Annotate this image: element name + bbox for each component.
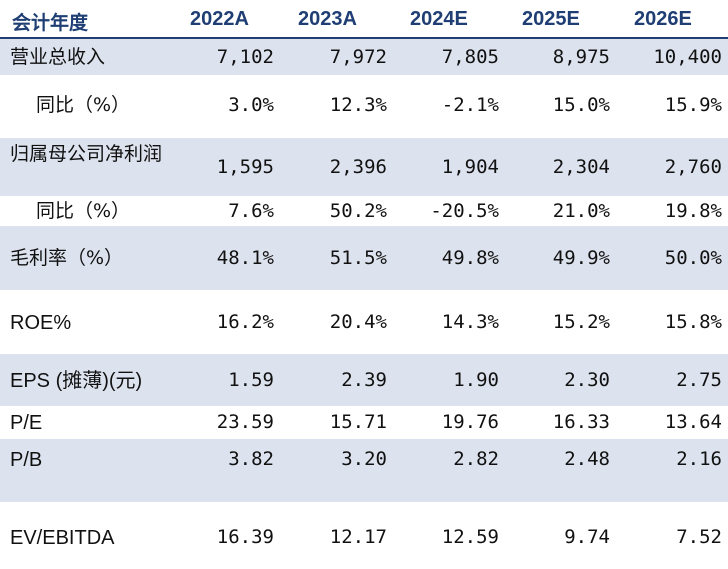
cell-2023a: 2,396 — [329, 156, 387, 178]
cell-2024e: -2.1% — [441, 94, 499, 116]
table-row-pe: P/E 23.59 15.71 19.76 16.33 13.64 — [0, 406, 728, 439]
cell-2026e: 2,760 — [664, 156, 722, 178]
cell-2023a: 51.5% — [329, 247, 387, 269]
cell-2024e: 2.82 — [453, 448, 499, 470]
cell-2023a: 20.4% — [329, 311, 387, 333]
cell-2026e: 15.9% — [664, 94, 722, 116]
row-label: 同比（%） — [36, 94, 131, 116]
cell-2022a: 1.59 — [228, 369, 274, 391]
cell-2025e: 15.2% — [552, 311, 610, 333]
row-label: 营业总收入 — [10, 46, 106, 68]
cell-2026e: 2.75 — [676, 369, 722, 391]
cell-2025e: 2.30 — [564, 369, 610, 391]
cell-2025e: 15.0% — [552, 94, 610, 116]
cell-2023a: 7,972 — [329, 46, 387, 68]
cell-2025e: 8,975 — [552, 46, 610, 68]
row-label: ROE% — [10, 312, 72, 334]
cell-2023a: 50.2% — [329, 200, 387, 222]
cell-2023a: 12.17 — [329, 526, 387, 548]
cell-2023a: 15.71 — [329, 411, 387, 433]
table-row-net-profit: 归属母公司净利润 1,595 2,396 1,904 2,304 2,760 — [0, 138, 728, 196]
row-label: EV/EBITDA — [10, 527, 115, 549]
table-row-revenue: 营业总收入 7,102 7,972 7,805 8,975 10,400 — [0, 39, 728, 75]
cell-2026e: 10,400 — [653, 46, 722, 68]
cell-2025e: 16.33 — [552, 411, 610, 433]
header-year-2024e: 2024E — [410, 8, 468, 30]
table-row-pb: P/B 3.82 3.20 2.82 2.48 2.16 — [0, 439, 728, 502]
cell-2024e: 49.8% — [441, 247, 499, 269]
row-label: P/B — [10, 449, 43, 471]
cell-2024e: -20.5% — [430, 200, 499, 222]
cell-2026e: 19.8% — [664, 200, 722, 222]
cell-2022a: 48.1% — [216, 247, 274, 269]
cell-2025e: 21.0% — [552, 200, 610, 222]
cell-2024e: 19.76 — [441, 411, 499, 433]
header-year-2023a: 2023A — [298, 8, 357, 30]
table-row-eps: EPS (摊薄)(元) 1.59 2.39 1.90 2.30 2.75 — [0, 354, 728, 406]
cell-2026e: 50.0% — [664, 247, 722, 269]
cell-2022a: 23.59 — [216, 411, 274, 433]
cell-2022a: 7.6% — [228, 200, 274, 222]
cell-2025e: 2.48 — [564, 448, 610, 470]
cell-2024e: 14.3% — [441, 311, 499, 333]
table-row-roe: ROE% 16.2% 20.4% 14.3% 15.2% 15.8% — [0, 290, 728, 354]
cell-2026e: 2.16 — [676, 448, 722, 470]
table-row-net-profit-yoy: 同比（%） 7.6% 50.2% -20.5% 21.0% 19.8% — [0, 196, 728, 226]
cell-2024e: 1,904 — [441, 156, 499, 178]
cell-2022a: 16.39 — [216, 526, 274, 548]
cell-2022a: 3.0% — [228, 94, 274, 116]
cell-2023a: 12.3% — [329, 94, 387, 116]
cell-2022a: 3.82 — [228, 448, 274, 470]
row-label: 同比（%） — [36, 200, 131, 222]
header-label: 会计年度 — [12, 12, 89, 34]
table-row-revenue-yoy: 同比（%） 3.0% 12.3% -2.1% 15.0% 15.9% — [0, 75, 728, 138]
cell-2026e: 15.8% — [664, 311, 722, 333]
cell-2024e: 1.90 — [453, 369, 499, 391]
cell-2025e: 9.74 — [564, 526, 610, 548]
row-label: 毛利率（%） — [10, 247, 124, 269]
header-year-2026e: 2026E — [634, 8, 692, 30]
cell-2022a: 16.2% — [216, 311, 274, 333]
cell-2023a: 3.20 — [341, 448, 387, 470]
cell-2025e: 2,304 — [552, 156, 610, 178]
cell-2023a: 2.39 — [341, 369, 387, 391]
cell-2022a: 7,102 — [216, 46, 274, 68]
cell-2024e: 12.59 — [441, 526, 499, 548]
row-label: 归属母公司净利润 — [10, 143, 163, 165]
table-row-ev-ebitda: EV/EBITDA 16.39 12.17 12.59 9.74 7.52 — [0, 502, 728, 569]
table-row-gross-margin: 毛利率（%） 48.1% 51.5% 49.8% 49.9% 50.0% — [0, 226, 728, 290]
row-label: P/E — [10, 412, 43, 434]
cell-2026e: 13.64 — [664, 411, 722, 433]
cell-2026e: 7.52 — [676, 526, 722, 548]
row-label: EPS (摊薄)(元) — [10, 370, 143, 392]
header-divider — [0, 37, 728, 39]
header-year-2025e: 2025E — [522, 8, 580, 30]
cell-2025e: 49.9% — [552, 247, 610, 269]
cell-2024e: 7,805 — [441, 46, 499, 68]
cell-2022a: 1,595 — [216, 156, 274, 178]
header-year-2022a: 2022A — [190, 8, 249, 30]
